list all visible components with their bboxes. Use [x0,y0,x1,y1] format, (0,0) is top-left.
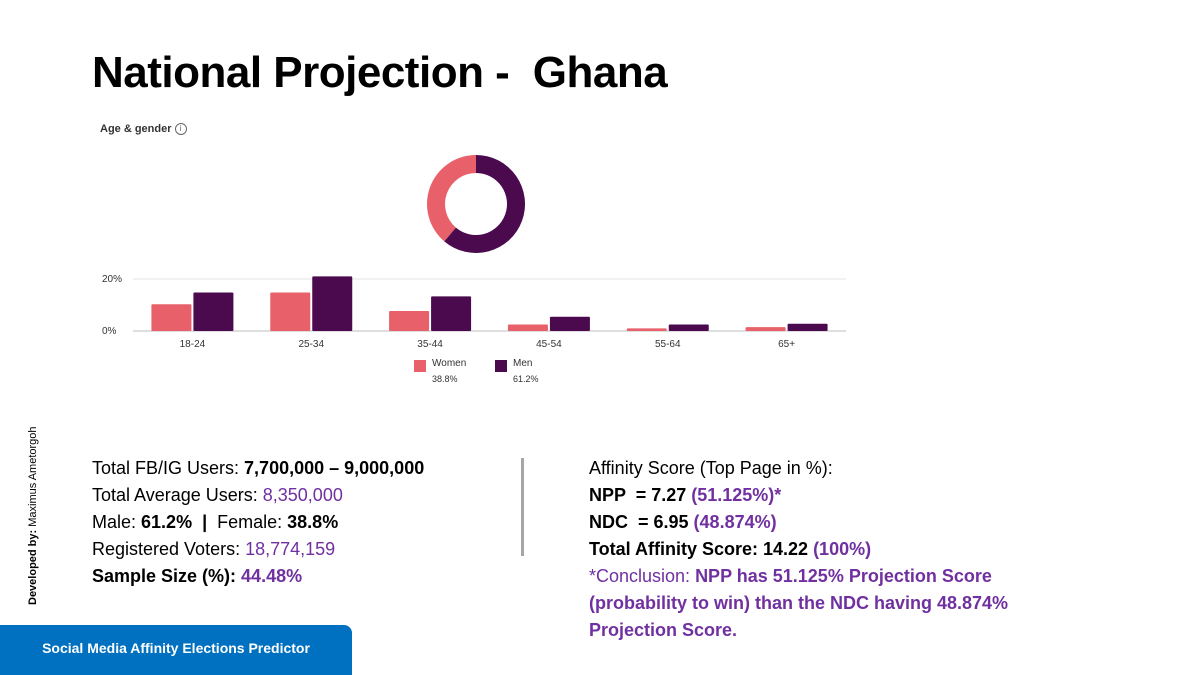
chart-label-text: Age & gender [100,123,172,135]
total-users-value: 7,700,000 – 9,000,000 [244,458,425,478]
sample-size-label: Sample Size (%): [92,566,242,586]
bar-men-35-44 [431,296,472,331]
stats-left: Total FB/IG Users: 7,700,000 – 9,000,000… [92,455,424,590]
conclusion: *Conclusion: NPP has 51.125% Projection … [589,563,1069,644]
total-affinity-row: Total Affinity Score: 14.22 (100%) [589,536,1069,563]
page-title: National Projection - Ghana [92,48,668,97]
npp-score: NPP = 7.27 [589,485,692,505]
sample-size-value: 44.48% [241,566,303,586]
registered-voters-value: 18,774,159 [245,539,336,559]
chart-label: Age & gender i [100,123,187,136]
stats-right: Affinity Score (Top Page in %): NPP = 7.… [589,455,1069,644]
bar-women-35-44 [389,310,430,331]
age-gender-chart: 20% 0% 18-24 25-34 35-44 45-54 55-64 65+ [102,154,846,350]
bar-men-45-54 [549,316,590,331]
bar-men-18-24 [193,292,234,331]
total-affinity-score: Total Affinity Score: 14.22 [589,539,814,559]
developer-label: Developed by: [27,526,39,605]
bar-women-55-64 [626,328,667,331]
affinity-heading: Affinity Score (Top Page in %): [589,458,833,478]
npp-row: NPP = 7.27 (51.125%)* [589,482,1069,509]
ndc-row: NDC = 6.95 (48.874%) [589,509,1069,536]
conclusion-text: NPP has 51.125% Projection Score (probab… [589,566,1009,640]
bar-men-55-64 [668,324,709,331]
legend-women-swatch [414,360,426,372]
x-tick-label: 18-24 [180,339,206,350]
legend-men-swatch [495,360,507,372]
developer-name: Maximus Ametorgoh [27,426,39,527]
legend-men-percent: 61.2% [513,374,539,384]
registered-voters-row: Registered Voters: 18,774,159 [92,536,424,563]
bar-men-25-34 [312,276,353,331]
legend-women-label: Women [432,358,467,369]
bar-women-45-54 [507,324,548,331]
info-icon[interactable]: i [174,123,187,136]
gender-split-row: Male: 61.2% | Female: 38.8% [92,509,424,536]
npp-percent: (51.125%)* [691,485,782,505]
ndc-score: NDC = 6.95 [589,512,694,532]
separator: | [192,512,218,532]
legend-women-percent: 38.8% [432,374,458,384]
footer-banner: Social Media Affinity Elections Predicto… [0,625,352,675]
donut-slice-men [444,154,525,253]
y-tick-label: 0% [102,326,117,337]
registered-voters-label: Registered Voters: [92,539,246,559]
legend-men-label: Men [513,358,533,369]
x-tick-label: 35-44 [417,339,443,350]
bar-women-18-24 [151,304,192,331]
x-tick-label: 45-54 [536,339,562,350]
conclusion-prefix: *Conclusion: [589,566,696,586]
y-tick-label: 20% [102,274,122,285]
average-users-row: Total Average Users: 8,350,000 [92,482,424,509]
bar-men-65+ [787,323,828,331]
x-tick-label: 25-34 [298,339,324,350]
bar-women-65+ [745,327,786,331]
total-users-label: Total FB/IG Users: [92,458,245,478]
male-label: Male: [92,512,142,532]
female-value: 38.8% [287,512,339,532]
divider [521,458,524,556]
bar-women-25-34 [270,292,311,331]
ndc-percent: (48.874%) [693,512,777,532]
total-affinity-percent: (100%) [813,539,872,559]
donut-slice-women [427,154,477,242]
average-users-value: 8,350,000 [262,485,343,505]
x-tick-label: 55-64 [655,339,681,350]
developer-credit: Developed by: Maximus Ametorgoh [27,426,39,605]
female-label: Female: [217,512,288,532]
x-tick-label: 65+ [778,339,795,350]
sample-size-row: Sample Size (%): 44.48% [92,563,424,590]
total-users-row: Total FB/IG Users: 7,700,000 – 9,000,000 [92,455,424,482]
average-users-label: Total Average Users: [92,485,263,505]
male-value: 61.2% [141,512,193,532]
